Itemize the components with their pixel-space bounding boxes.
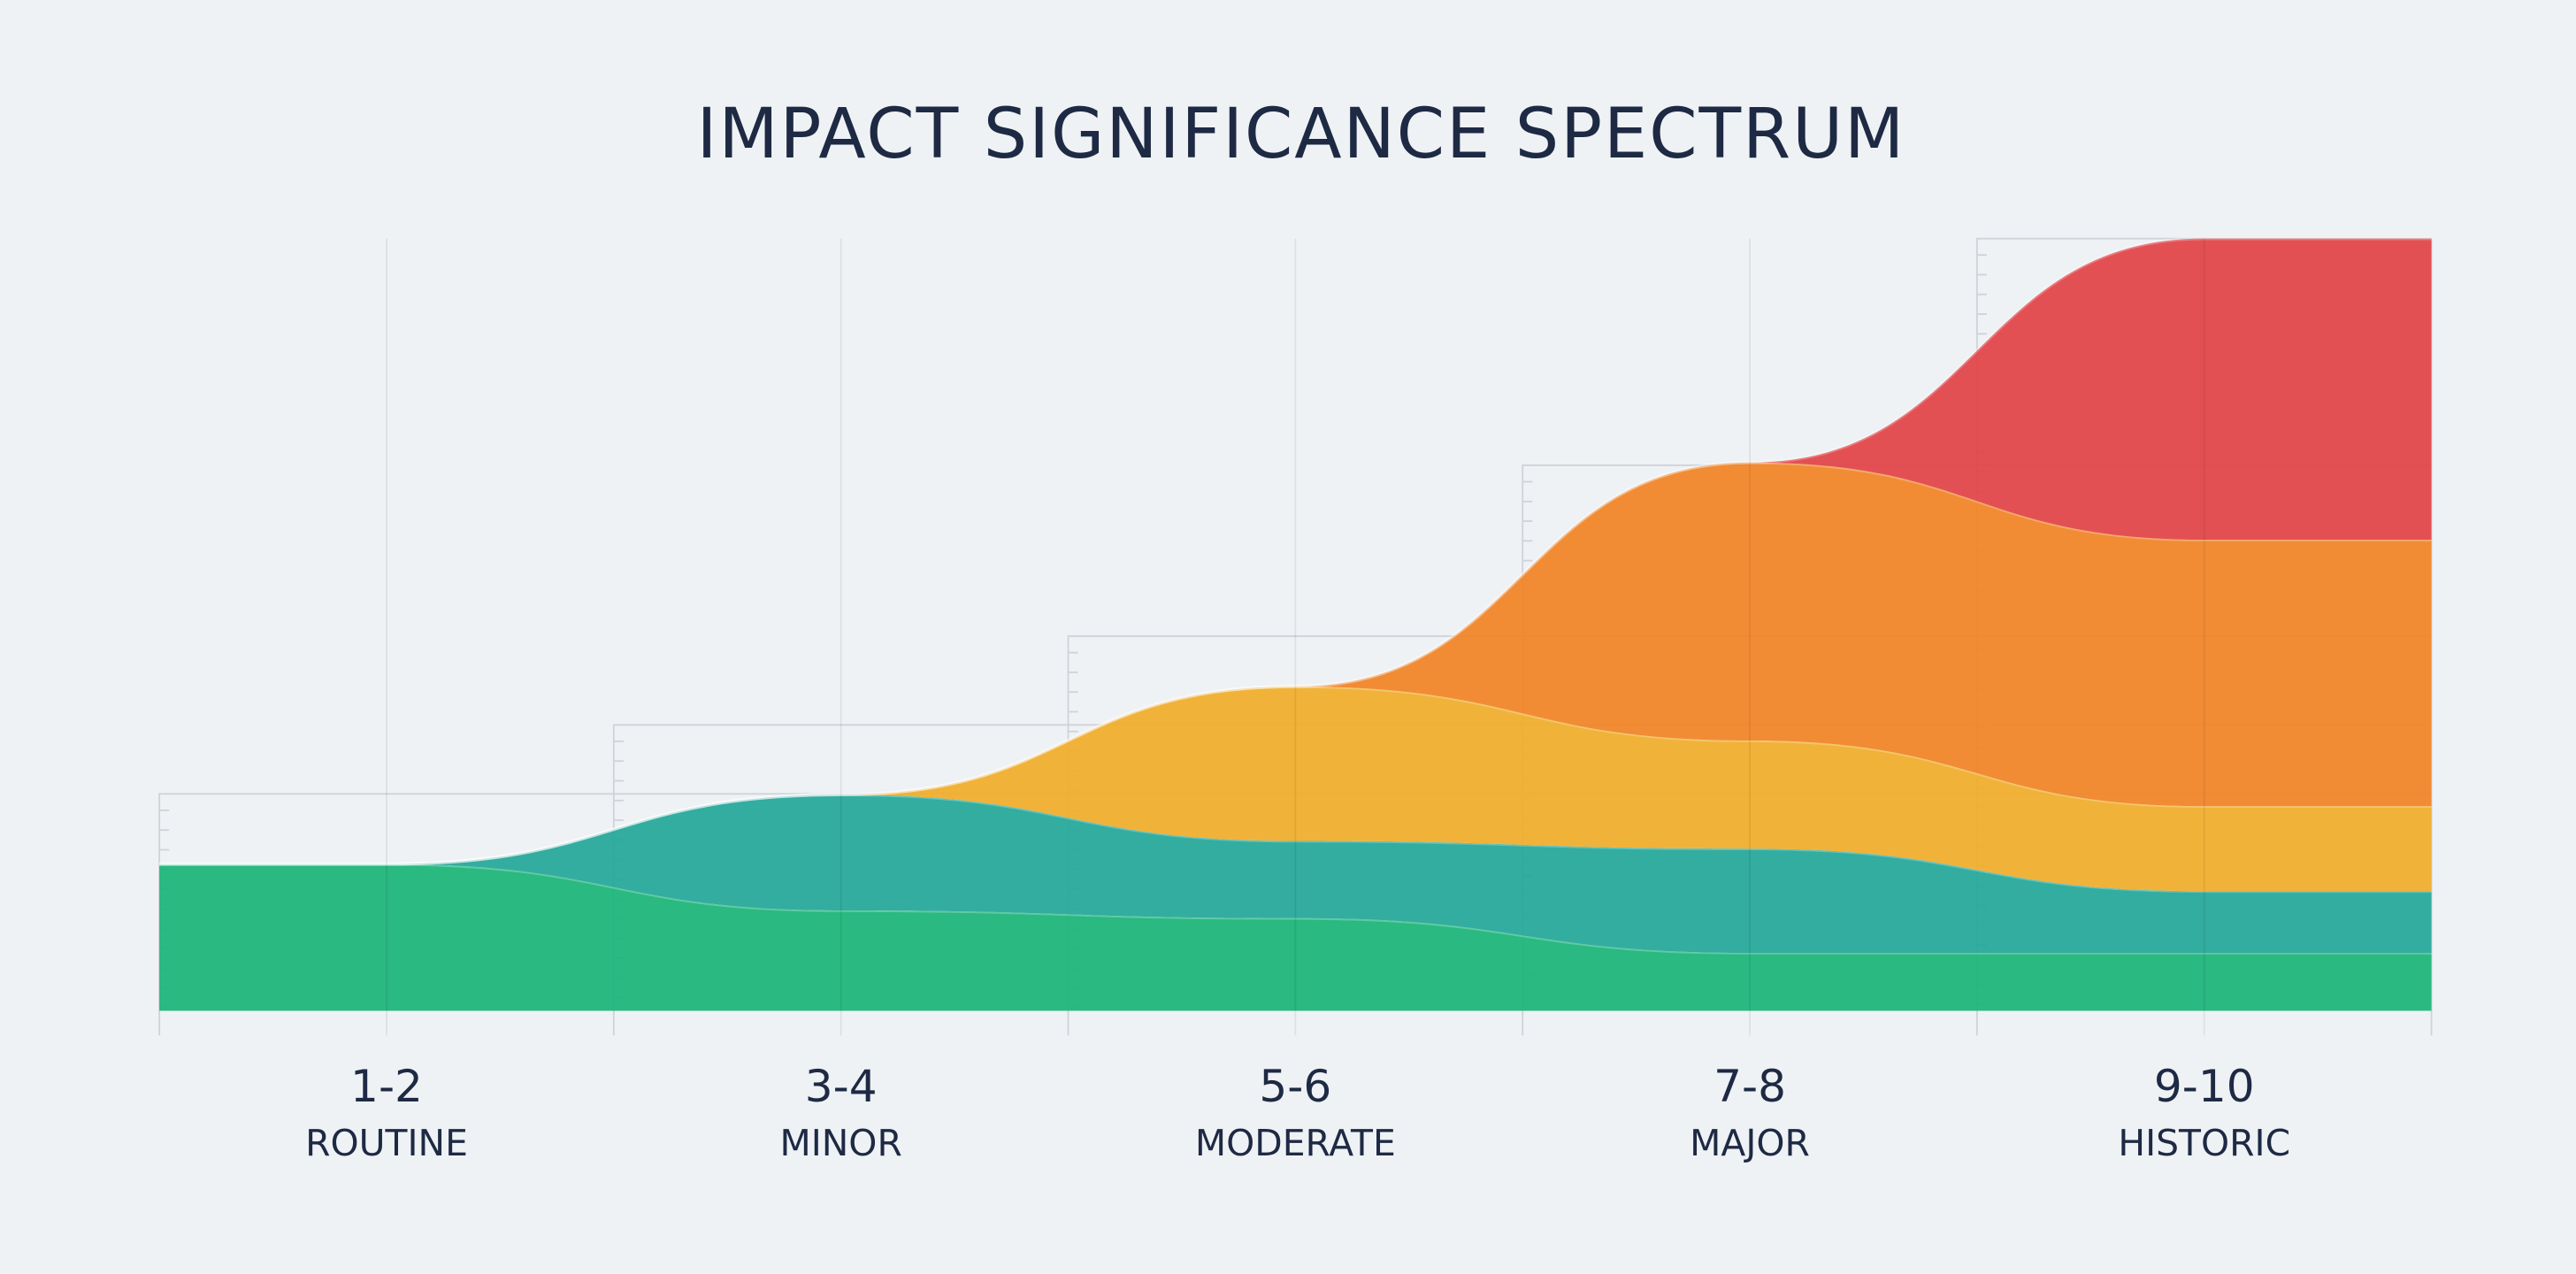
category-sublabel: MAJOR bbox=[1690, 1122, 1810, 1164]
areas bbox=[159, 236, 2432, 1036]
area-edge bbox=[159, 236, 2432, 866]
category-sublabel: HISTORIC bbox=[2118, 1122, 2290, 1164]
area bbox=[159, 238, 2432, 864]
category-label: 1-2 bbox=[350, 1060, 423, 1112]
chart-title: IMPACT SIGNIFICANCE SPECTRUM bbox=[697, 95, 1906, 174]
area bbox=[159, 462, 2432, 864]
area bbox=[159, 794, 2432, 954]
category-label: 9-10 bbox=[2154, 1060, 2255, 1112]
area bbox=[159, 686, 2432, 892]
category-sublabel: MINOR bbox=[779, 1122, 901, 1164]
category-label: 5-6 bbox=[1259, 1060, 1331, 1112]
category-sublabel: MODERATE bbox=[1195, 1122, 1396, 1164]
category-label: 7-8 bbox=[1714, 1060, 1786, 1112]
category-sublabel: ROUTINE bbox=[305, 1122, 468, 1164]
area bbox=[159, 863, 2432, 1011]
labels: 1-2 ROUTINE 3-4 MINOR 5-6 MODERATE 7-8 MAJOR 9-1… bbox=[305, 1060, 2290, 1164]
category-label: 3-4 bbox=[805, 1060, 878, 1112]
